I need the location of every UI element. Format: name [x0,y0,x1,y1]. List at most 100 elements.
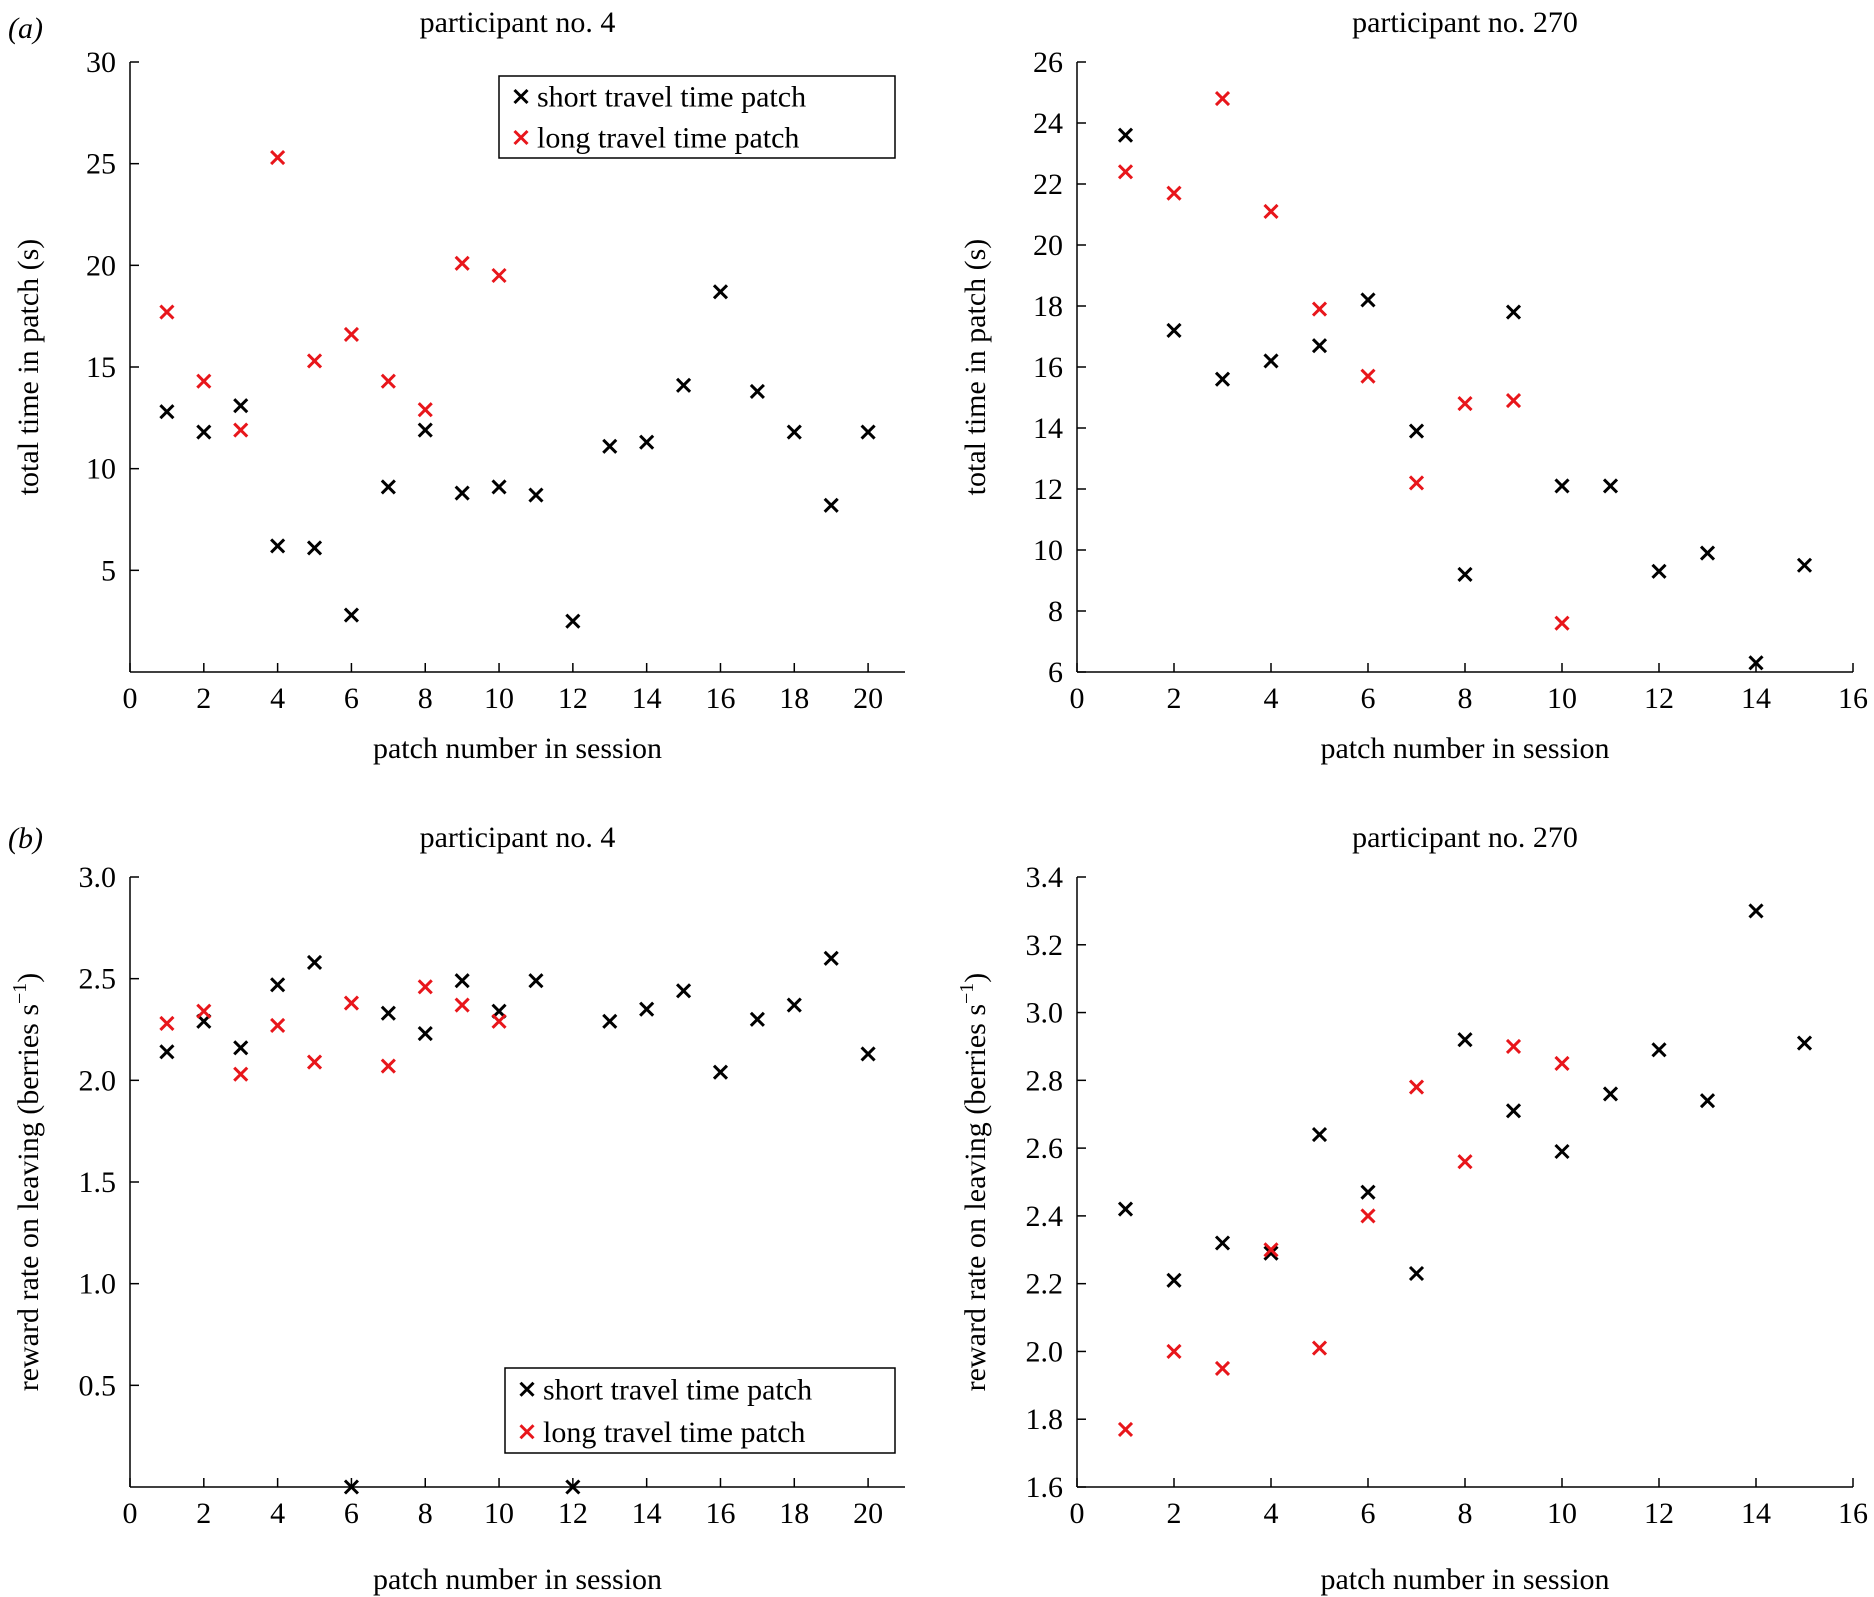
x-tick-label: 14 [632,1497,662,1530]
y-axis-label-superscript: −1 [956,983,978,1004]
y-tick-label: 25 [86,148,116,181]
y-axis-label: total time in patch (s) [959,239,992,496]
data-point-long [270,150,286,166]
x-tick-label: 12 [558,1497,588,1530]
y-axis-label-tail: ) [959,973,992,983]
x-tick-label: 12 [558,682,588,715]
chart-a-participant-4: 0 2 4 6 8 10 12 14 16 18 20 5 10 15 20 25 30 participant … [12,6,905,765]
x-axis-label: patch number in session [1320,1563,1609,1596]
data-point-long [306,1054,323,1070]
x-tick-label: 18 [779,1497,809,1530]
data-point-long [1505,1038,1522,1055]
y-tick-label: 2.6 [1026,1132,1064,1165]
data-point-short [1505,1103,1522,1119]
series-short [159,284,876,629]
x-tick-label: 16 [1838,1497,1868,1530]
x-axis-label: patch number in session [373,1563,662,1596]
data-point-long [417,402,433,418]
legend-marker-short [519,1381,535,1397]
x-tick-label: 10 [484,682,514,715]
data-point-short [712,284,729,300]
legend-box [498,75,896,159]
legend-label-long: long travel time patch [537,122,799,155]
series-long [1117,1038,1570,1437]
data-point-short [1408,423,1425,439]
data-point-short [602,1013,618,1029]
series-long [1117,91,1570,631]
x-tick-label: 4 [1264,682,1279,715]
data-point-short [639,1001,655,1017]
x-tick-label: 10 [1547,1497,1577,1530]
y-axis-label-tail: ) [12,973,45,983]
data-point-short [1311,1126,1328,1143]
y-axis-label: reward rate on leaving (berries s−1) [9,973,45,1392]
data-point-short [749,383,765,399]
legend-box [504,1367,896,1454]
data-point-long [196,1003,212,1019]
y-axis-label: total time in patch (s) [12,239,45,496]
y-tick-label: 24 [1033,107,1063,140]
data-point-short [676,983,692,999]
legend-marker-short [513,88,529,105]
x-tick-label: 8 [1458,682,1473,715]
legend-label-long: long travel time patch [543,1416,805,1449]
data-point-long [1408,1079,1425,1095]
data-point-short [270,538,286,554]
data-point-short [1166,322,1182,338]
y-tick-label: 22 [1033,168,1063,201]
y-tick-label: 3.0 [79,861,117,894]
legend-label-short: short travel time patch [537,81,806,114]
x-tick-label: 12 [1644,1497,1674,1530]
x-tick-label: 4 [1264,1497,1279,1530]
x-tick-label: 18 [779,682,809,715]
y-axis-label: reward rate on leaving (berries s−1) [956,973,992,1392]
chart-title: participant no. 270 [1352,6,1578,39]
data-point-short [417,1026,433,1042]
series-long [159,979,507,1082]
data-point-long [1457,1154,1473,1170]
x-tick-label: 14 [1741,682,1771,715]
x-tick-label: 2 [196,682,211,715]
legend: short travel time patch long travel time … [504,1367,896,1454]
data-point-short [823,950,839,966]
data-point-short [491,479,507,495]
data-point-short [196,424,212,440]
x-tick-label: 0 [123,682,138,715]
y-tick-label: 16 [1033,351,1063,384]
y-tick-label: 2.5 [79,963,117,996]
x-tick-label: 6 [1361,682,1376,715]
data-point-short [1796,557,1813,573]
x-tick-label: 8 [1458,1497,1473,1530]
data-point-long [454,997,470,1013]
data-point-short [1457,1032,1473,1048]
x-tick-label: 2 [1167,682,1182,715]
data-point-short [306,954,323,970]
data-point-short [1117,127,1134,143]
data-point-short [602,438,618,454]
data-point-short [565,613,581,629]
data-point-long [417,979,433,995]
data-point-short [823,497,839,513]
data-point-short [860,424,876,440]
y-tick-label: 20 [1033,229,1063,262]
data-point-short [1360,292,1376,308]
y-tick-label: 0.5 [79,1369,117,1402]
x-tick-label: 0 [123,1497,138,1530]
data-point-short [1651,1042,1667,1058]
data-point-short [1602,478,1619,494]
data-point-short [233,1040,249,1056]
data-point-short [749,1011,765,1027]
data-point-short [306,540,323,556]
data-point-long [1360,1208,1376,1224]
data-point-long [491,1013,507,1029]
data-point-long [159,1015,175,1031]
x-tick-label: 12 [1644,682,1674,715]
data-point-short [639,434,655,450]
x-tick-label: 6 [1361,1497,1376,1530]
data-point-short [676,377,692,393]
data-point-long [380,1058,396,1074]
data-point-long [1166,1343,1182,1360]
data-point-short [565,1479,581,1495]
data-point-short [1796,1035,1813,1051]
data-point-long [454,255,470,271]
